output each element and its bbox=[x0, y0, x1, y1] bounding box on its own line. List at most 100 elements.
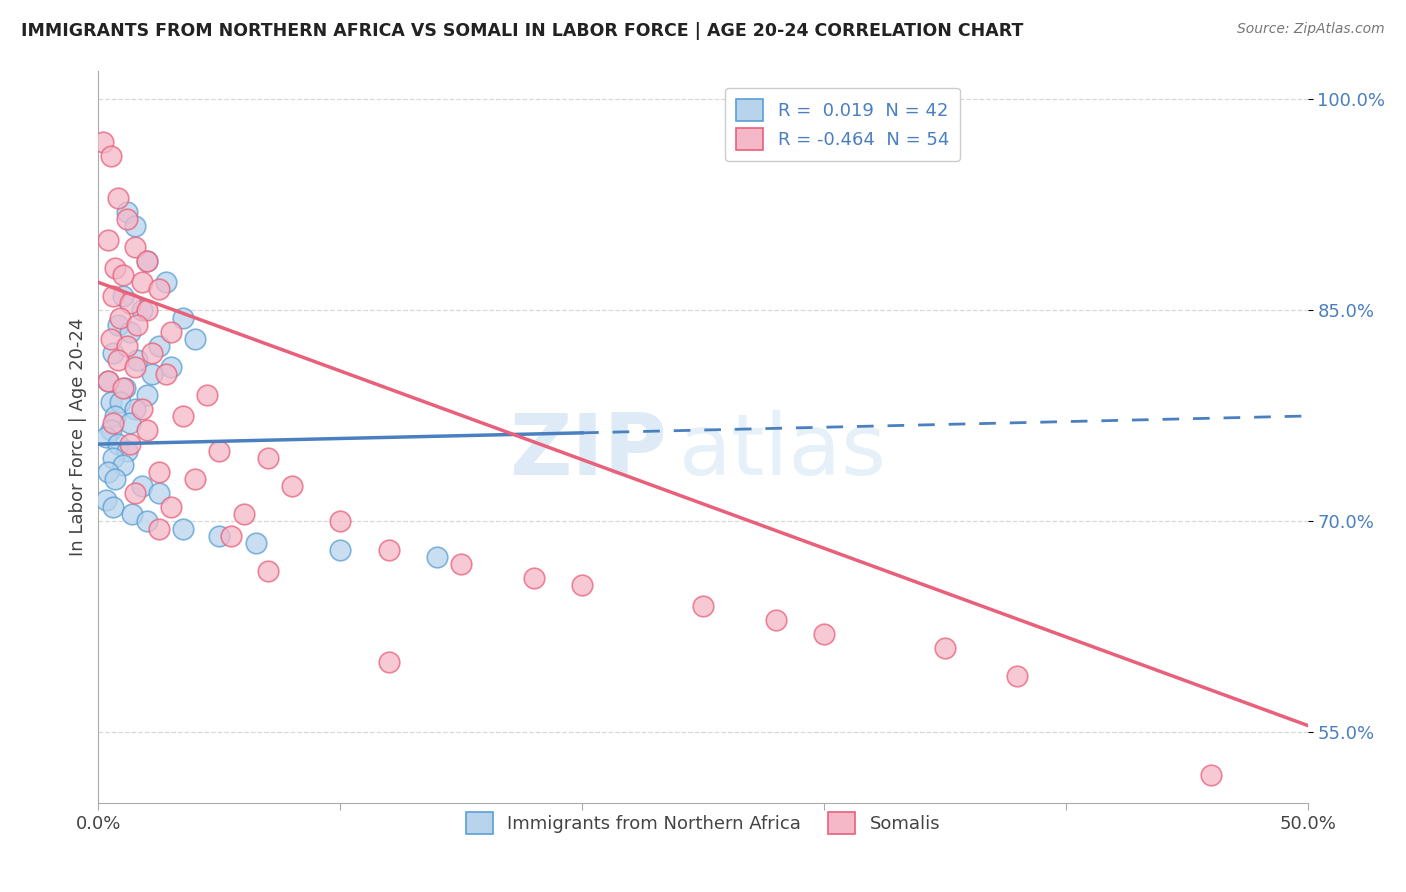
Point bbox=[135, 515, 157, 529]
Point bbox=[141, 367, 163, 381]
Point bbox=[148, 338, 170, 352]
Point bbox=[450, 557, 472, 571]
Y-axis label: In Labor Force | Age 20-24: In Labor Force | Age 20-24 bbox=[69, 318, 87, 557]
Legend: Immigrants from Northern Africa, Somalis: Immigrants from Northern Africa, Somalis bbox=[458, 805, 948, 841]
Point bbox=[118, 437, 141, 451]
Text: ZIP: ZIP bbox=[509, 410, 666, 493]
Point bbox=[107, 437, 129, 451]
Point bbox=[281, 479, 304, 493]
Point bbox=[101, 500, 124, 515]
Point bbox=[100, 395, 122, 409]
Point bbox=[117, 444, 139, 458]
Point bbox=[97, 374, 120, 388]
Point bbox=[232, 508, 254, 522]
Point bbox=[107, 191, 129, 205]
Point bbox=[148, 486, 170, 500]
Point bbox=[117, 205, 139, 219]
Point bbox=[111, 289, 134, 303]
Point bbox=[160, 500, 183, 515]
Point bbox=[101, 416, 124, 430]
Point bbox=[124, 359, 146, 374]
Point bbox=[256, 564, 278, 578]
Point bbox=[124, 219, 146, 233]
Point bbox=[127, 318, 149, 332]
Point bbox=[135, 254, 157, 268]
Point bbox=[160, 325, 183, 339]
Point bbox=[329, 515, 352, 529]
Point bbox=[1007, 669, 1029, 683]
Point bbox=[97, 374, 120, 388]
Point bbox=[692, 599, 714, 613]
Point bbox=[523, 571, 546, 585]
Point bbox=[571, 578, 593, 592]
Point bbox=[155, 276, 177, 290]
Point bbox=[124, 486, 146, 500]
Point bbox=[118, 296, 141, 310]
Point bbox=[101, 451, 124, 466]
Point bbox=[148, 522, 170, 536]
Point bbox=[155, 367, 177, 381]
Point bbox=[813, 627, 835, 641]
Point bbox=[101, 289, 124, 303]
Point bbox=[91, 135, 114, 149]
Point bbox=[100, 149, 122, 163]
Point bbox=[135, 254, 157, 268]
Point bbox=[172, 522, 194, 536]
Point bbox=[124, 401, 146, 416]
Point bbox=[94, 493, 117, 508]
Point bbox=[121, 508, 143, 522]
Point bbox=[97, 465, 120, 479]
Point bbox=[100, 332, 122, 346]
Point bbox=[124, 240, 146, 254]
Point bbox=[108, 310, 131, 325]
Point bbox=[118, 416, 141, 430]
Point bbox=[135, 423, 157, 437]
Point bbox=[111, 458, 134, 473]
Point bbox=[160, 359, 183, 374]
Point bbox=[131, 401, 153, 416]
Point bbox=[118, 325, 141, 339]
Point bbox=[100, 423, 122, 437]
Point bbox=[765, 613, 787, 627]
Point bbox=[111, 268, 134, 283]
Point bbox=[195, 388, 218, 402]
Point bbox=[131, 276, 153, 290]
Point bbox=[117, 338, 139, 352]
Point bbox=[104, 472, 127, 486]
Point bbox=[208, 528, 231, 542]
Point bbox=[245, 535, 267, 549]
Point bbox=[94, 430, 117, 444]
Point bbox=[208, 444, 231, 458]
Point bbox=[108, 395, 131, 409]
Point bbox=[107, 318, 129, 332]
Point bbox=[221, 528, 243, 542]
Point bbox=[127, 352, 149, 367]
Point bbox=[148, 282, 170, 296]
Point bbox=[934, 641, 956, 656]
Point bbox=[184, 472, 207, 486]
Point bbox=[135, 388, 157, 402]
Point bbox=[131, 479, 153, 493]
Point bbox=[104, 261, 127, 276]
Point bbox=[101, 345, 124, 359]
Point bbox=[377, 655, 399, 669]
Point bbox=[107, 352, 129, 367]
Text: IMMIGRANTS FROM NORTHERN AFRICA VS SOMALI IN LABOR FORCE | AGE 20-24 CORRELATION: IMMIGRANTS FROM NORTHERN AFRICA VS SOMAL… bbox=[21, 22, 1024, 40]
Point bbox=[172, 310, 194, 325]
Point bbox=[114, 381, 136, 395]
Point bbox=[104, 409, 127, 423]
Point bbox=[148, 465, 170, 479]
Point bbox=[377, 542, 399, 557]
Text: Source: ZipAtlas.com: Source: ZipAtlas.com bbox=[1237, 22, 1385, 37]
Point bbox=[111, 381, 134, 395]
Point bbox=[135, 303, 157, 318]
Point bbox=[256, 451, 278, 466]
Point bbox=[426, 549, 449, 564]
Point bbox=[131, 303, 153, 318]
Point bbox=[97, 233, 120, 247]
Point bbox=[184, 332, 207, 346]
Point bbox=[141, 345, 163, 359]
Point bbox=[1199, 767, 1222, 781]
Point bbox=[117, 212, 139, 227]
Text: atlas: atlas bbox=[679, 410, 887, 493]
